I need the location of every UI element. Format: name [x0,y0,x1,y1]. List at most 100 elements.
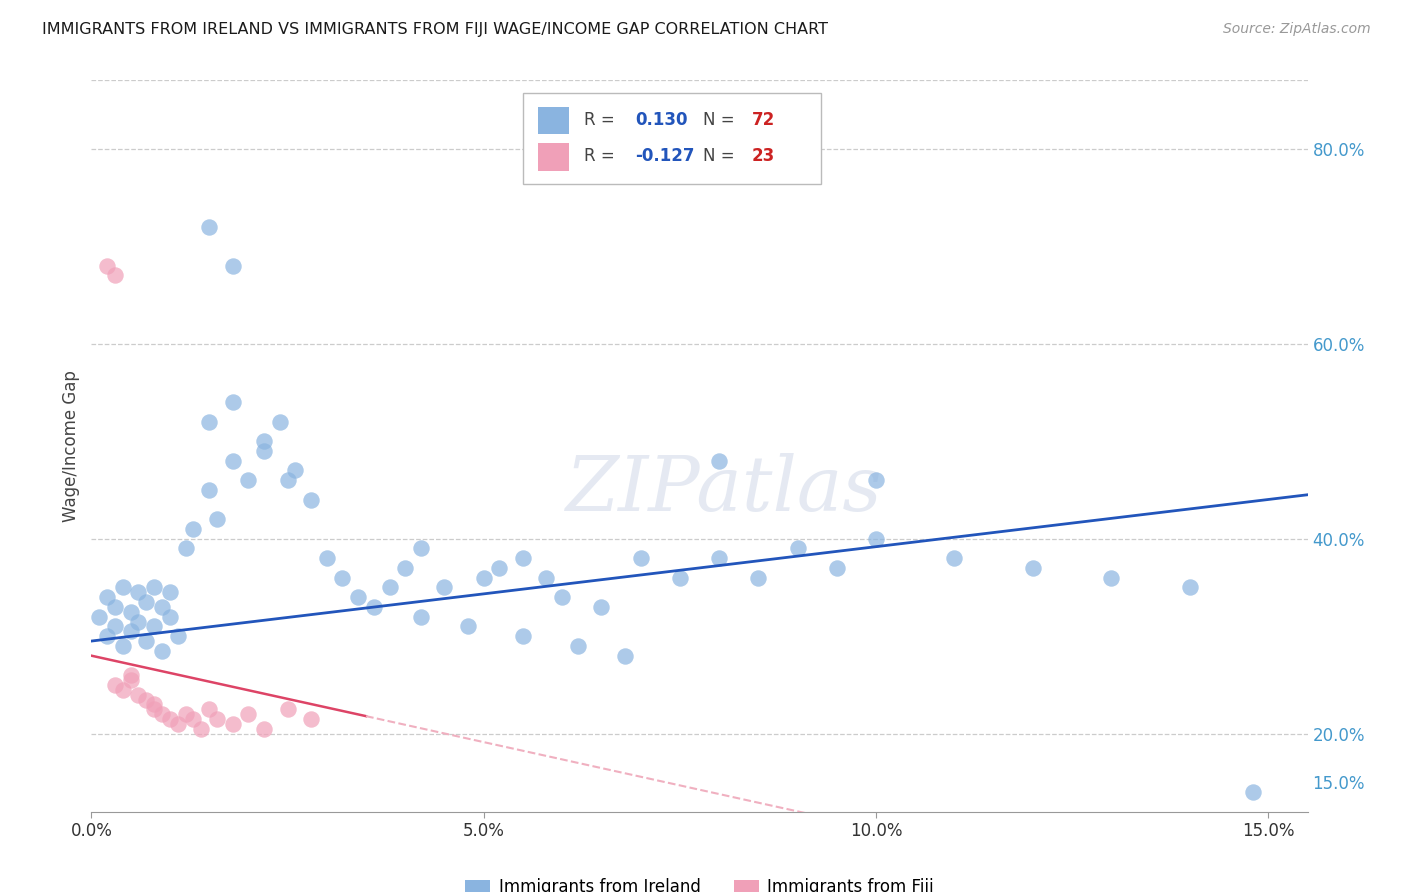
Point [159,609,181,624]
Point [127,688,149,702]
Point [1022,561,1045,575]
Text: N =: N = [703,111,740,128]
Point [96,629,118,643]
Point [104,599,127,614]
Point [143,698,166,712]
Point [150,644,173,658]
Point [347,590,370,604]
Point [378,581,401,595]
Point [221,259,243,273]
FancyBboxPatch shape [523,93,821,184]
Point [120,624,142,639]
Point [183,522,205,536]
Point [472,571,495,585]
Point [669,571,692,585]
Point [409,541,432,556]
Point [96,590,118,604]
Point [238,707,260,722]
Point [269,415,291,429]
Point [150,599,173,614]
Point [591,599,613,614]
Point [253,434,276,449]
Point [865,532,887,546]
Point [174,707,197,722]
Point [135,595,157,609]
Point [747,571,769,585]
Point [143,581,166,595]
Point [198,219,221,234]
Point [96,259,118,273]
Point [1178,581,1201,595]
Point [253,443,276,458]
Point [159,712,181,726]
Point [943,551,966,566]
Point [205,512,228,526]
Text: -0.127: -0.127 [636,147,695,165]
Point [253,722,276,736]
Point [198,415,221,429]
Text: R =: R = [583,147,620,165]
Point [150,707,173,722]
Point [707,551,730,566]
Point [104,678,127,692]
Text: 23: 23 [752,147,775,165]
Point [143,702,166,716]
Point [104,619,127,633]
Point [394,561,416,575]
Point [613,648,636,663]
Point [707,453,730,467]
Point [299,492,322,507]
Point [315,551,337,566]
Point [183,712,205,726]
Y-axis label: Wage/Income Gap: Wage/Income Gap [62,370,80,522]
Point [786,541,808,556]
Point [111,581,134,595]
Point [238,473,260,487]
Point [221,717,243,731]
Point [120,605,142,619]
Point [111,682,134,697]
Point [457,619,479,633]
Point [120,673,142,687]
Text: N =: N = [703,147,740,165]
Point [825,561,848,575]
Text: IMMIGRANTS FROM IRELAND VS IMMIGRANTS FROM FIJI WAGE/INCOME GAP CORRELATION CHAR: IMMIGRANTS FROM IRELAND VS IMMIGRANTS FR… [42,22,828,37]
Bar [537,144,569,171]
Point [190,722,212,736]
Text: R =: R = [583,111,620,128]
Point [488,561,510,575]
Point [135,634,157,648]
Point [198,702,221,716]
Point [567,639,589,653]
Point [512,629,534,643]
Point [205,712,228,726]
Point [111,639,134,653]
Text: 0.130: 0.130 [636,111,688,128]
Point [409,609,432,624]
Point [332,571,354,585]
Point [277,473,299,487]
Point [630,551,652,566]
Bar [537,107,569,135]
Point [166,717,188,731]
Point [363,599,385,614]
Point [284,463,307,477]
Point [135,692,157,706]
Point [299,712,322,726]
Point [277,702,299,716]
Point [433,581,456,595]
Point [536,571,558,585]
Point [127,585,149,599]
Point [512,551,534,566]
Legend: Immigrants from Ireland, Immigrants from Fiji: Immigrants from Ireland, Immigrants from… [458,871,941,892]
Text: ZIPatlas: ZIPatlas [565,453,882,527]
Point [174,541,197,556]
Point [143,619,166,633]
Point [127,615,149,629]
Point [1241,785,1264,799]
Point [221,395,243,409]
Point [1099,571,1122,585]
Point [865,473,887,487]
Point [159,585,181,599]
Point [89,609,111,624]
